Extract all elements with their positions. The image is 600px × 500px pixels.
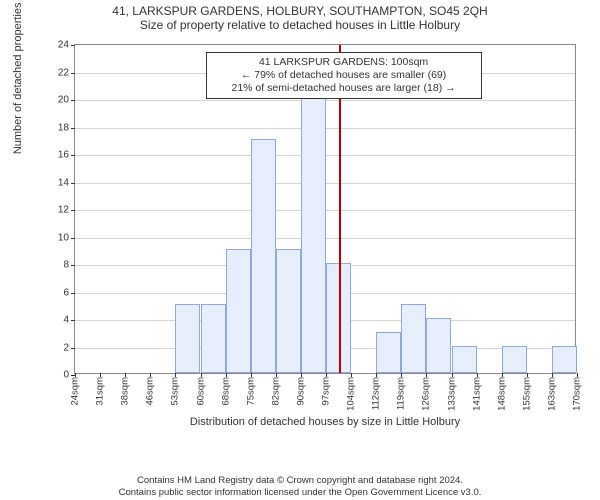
chart-title-block: 41, LARKSPUR GARDENS, HOLBURY, SOUTHAMPT… [0,0,600,33]
attribution-line1: Contains HM Land Registry data © Crown c… [0,475,600,486]
x-axis-title: Distribution of detached houses by size … [74,416,576,474]
histogram-bar [452,346,477,374]
y-tick-label: 18 [58,122,69,133]
x-tick-label: 24sqm [70,377,81,406]
y-tick-label: 6 [63,287,69,298]
y-tick [71,210,75,211]
x-tick-label: 126sqm [421,377,432,411]
y-tick-label: 0 [63,370,69,381]
x-tick-label: 90sqm [295,377,306,406]
y-tick-label: 12 [58,205,69,216]
y-tick [71,265,75,266]
y-tick [71,128,75,129]
annotation-line: 41 LARKSPUR GARDENS: 100sqm [215,56,473,69]
annotation-box: 41 LARKSPUR GARDENS: 100sqm← 79% of deta… [206,52,482,99]
histogram-bar [502,346,527,374]
y-tick [71,100,75,101]
x-tick-label: 53sqm [170,377,181,406]
chart-title-line2: Size of property relative to detached ho… [0,18,600,32]
x-tick-label: 82sqm [270,377,281,406]
attribution-block: Contains HM Land Registry data © Crown c… [0,475,600,498]
histogram-bar [175,304,200,373]
y-tick-label: 24 [58,40,69,51]
y-tick [71,155,75,156]
annotation-line: 21% of semi-detached houses are larger (… [215,82,473,95]
x-tick-label: 68sqm [220,377,231,406]
x-tick-label: 31sqm [95,377,106,406]
y-tick [71,320,75,321]
y-tick-label: 4 [63,315,69,326]
x-tick-label: 112sqm [371,377,382,410]
y-tick [71,238,75,239]
x-tick-label: 104sqm [346,377,357,411]
y-tick [71,183,75,184]
y-tick-label: 22 [58,67,69,78]
histogram-bar [251,139,276,373]
y-tick-label: 16 [58,150,69,161]
y-tick-label: 8 [63,260,69,271]
histogram-bar [276,249,301,373]
x-tick-label: 148sqm [496,377,507,411]
chart-title-line1: 41, LARKSPUR GARDENS, HOLBURY, SOUTHAMPT… [0,4,600,18]
x-tick-label: 46sqm [145,377,156,406]
y-tick-label: 14 [58,177,69,188]
histogram-bar [426,318,451,373]
x-tick-label: 97sqm [321,377,332,406]
attribution-line2: Contains public sector information licen… [0,487,600,498]
x-tick-label: 133sqm [446,377,457,411]
y-tick-label: 20 [58,95,69,106]
x-tick-label: 141sqm [471,377,482,411]
y-tick [71,348,75,349]
histogram-bar [226,249,251,373]
y-tick-label: 10 [58,232,69,243]
annotation-line: ← 79% of detached houses are smaller (69… [215,69,473,82]
x-tick-label: 155sqm [521,377,532,411]
y-tick [71,293,75,294]
histogram-bar [401,304,426,373]
x-tick-label: 163sqm [546,377,557,411]
y-tick-label: 2 [63,342,69,353]
x-tick-label: 170sqm [572,377,583,411]
histogram-bar [552,346,577,374]
chart-container: Number of detached properties 0246810121… [52,44,576,416]
histogram-bar [301,98,326,373]
histogram-bar [201,304,226,373]
histogram-bar [376,332,401,373]
x-tick-label: 75sqm [245,377,256,406]
y-axis-title: Number of detached properties [12,3,24,155]
plot-area: 02468101214161820222424sqm31sqm38sqm46sq… [74,44,576,374]
x-tick-label: 60sqm [195,377,206,406]
x-tick-label: 119sqm [396,377,407,410]
y-tick [71,73,75,74]
x-tick-label: 38sqm [120,377,131,406]
y-tick [71,45,75,46]
